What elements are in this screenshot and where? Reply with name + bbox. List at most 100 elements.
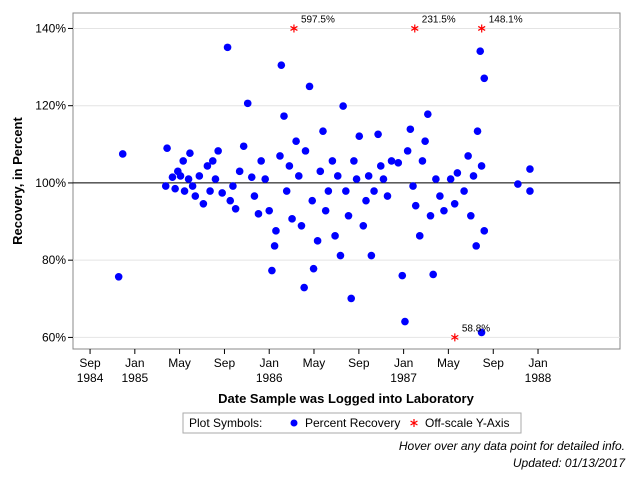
point [418, 157, 427, 165]
point [247, 173, 256, 181]
x-tick-label: Sep [214, 356, 236, 370]
point [421, 137, 429, 146]
point [254, 210, 263, 218]
point [195, 172, 204, 180]
point [218, 189, 226, 197]
point [336, 251, 345, 260]
x-tick-label-line: May [437, 356, 460, 370]
point [409, 182, 417, 190]
legend-label: Percent Recovery [305, 416, 400, 430]
legend-marker [290, 419, 298, 427]
x-tick-label-line: 1985 [121, 371, 148, 385]
point [206, 187, 214, 195]
point [467, 211, 475, 220]
point [214, 147, 222, 155]
point [239, 142, 248, 151]
x-tick-label: Sep [483, 356, 505, 370]
point [191, 192, 200, 200]
point [188, 182, 197, 190]
x-tick-label-line: 1988 [525, 371, 552, 385]
point [223, 43, 232, 52]
point [352, 175, 361, 183]
x-tick-label: Jan 1988 [525, 356, 552, 385]
point [342, 187, 350, 195]
point [168, 173, 177, 181]
x-tick-label-line: Jan [528, 356, 547, 370]
point [387, 157, 396, 165]
point [379, 175, 388, 183]
point [453, 169, 462, 177]
point [208, 157, 217, 165]
point [426, 211, 435, 220]
x-tick-label-line: Jan [260, 356, 279, 370]
point [319, 127, 327, 135]
point [114, 272, 123, 281]
note: Hover over any data point for detailed i… [399, 439, 625, 453]
point [514, 180, 522, 188]
point [374, 130, 382, 139]
legend-title: Plot Symbols: [189, 416, 262, 430]
y-tick-label: 60% [42, 330, 66, 344]
point [473, 127, 482, 135]
x-tick-label-line: Sep [214, 356, 236, 370]
x-tick-label-line: Sep [79, 356, 101, 370]
point [415, 232, 424, 240]
x-tick-label: Jan 1987 [390, 356, 417, 385]
point [526, 165, 534, 173]
y-tick-label: 80% [42, 253, 66, 267]
point [440, 206, 448, 215]
point [472, 242, 480, 250]
value-label: 148.1% [489, 14, 523, 25]
x-tick-label-line: May [303, 356, 326, 370]
point [300, 283, 308, 292]
point [308, 196, 317, 205]
point [355, 132, 364, 140]
x-tick-label-line: Jan [125, 356, 144, 370]
point [480, 74, 489, 83]
offscale-point [477, 24, 486, 33]
point [477, 328, 486, 337]
point [321, 206, 330, 215]
point [403, 147, 412, 155]
y-tick-label: 140% [35, 21, 66, 35]
offscale-point [290, 24, 298, 33]
legend-label: Off-scale Y-Axis [425, 416, 509, 430]
x-tick-label: May [168, 356, 191, 370]
x-tick-label-line: Sep [348, 356, 370, 370]
x-tick-label-line: 1984 [77, 371, 104, 385]
x-tick-label-line: 1986 [256, 371, 283, 385]
point [309, 264, 318, 273]
point [411, 201, 420, 210]
point [292, 137, 300, 146]
point [401, 317, 409, 326]
y-axis-title: Recovery, in Percent [10, 117, 25, 245]
x-tick-label-line: Sep [483, 356, 505, 370]
point [261, 175, 269, 183]
point [450, 199, 459, 208]
point [257, 157, 265, 165]
point [229, 182, 237, 190]
point [469, 172, 478, 180]
point [285, 162, 294, 170]
point [268, 266, 276, 275]
point [347, 294, 356, 303]
point [429, 270, 437, 279]
y-tick-label: 120% [35, 99, 66, 113]
point [446, 175, 455, 183]
value-label: 231.5% [422, 14, 456, 25]
x-tick-label-line: May [168, 356, 191, 370]
point [180, 187, 189, 195]
point [350, 157, 358, 165]
point [324, 187, 333, 195]
x-tick-label: Jan 1985 [121, 356, 148, 385]
point [364, 172, 373, 180]
point [394, 159, 403, 167]
y-tick-label: 100% [35, 176, 66, 190]
point [313, 237, 322, 245]
legend-box [182, 412, 522, 434]
point [288, 215, 296, 223]
x-tick-label-line: Jan [394, 356, 413, 370]
value-label: 597.5% [301, 14, 335, 25]
point [280, 112, 288, 120]
point [297, 222, 306, 230]
